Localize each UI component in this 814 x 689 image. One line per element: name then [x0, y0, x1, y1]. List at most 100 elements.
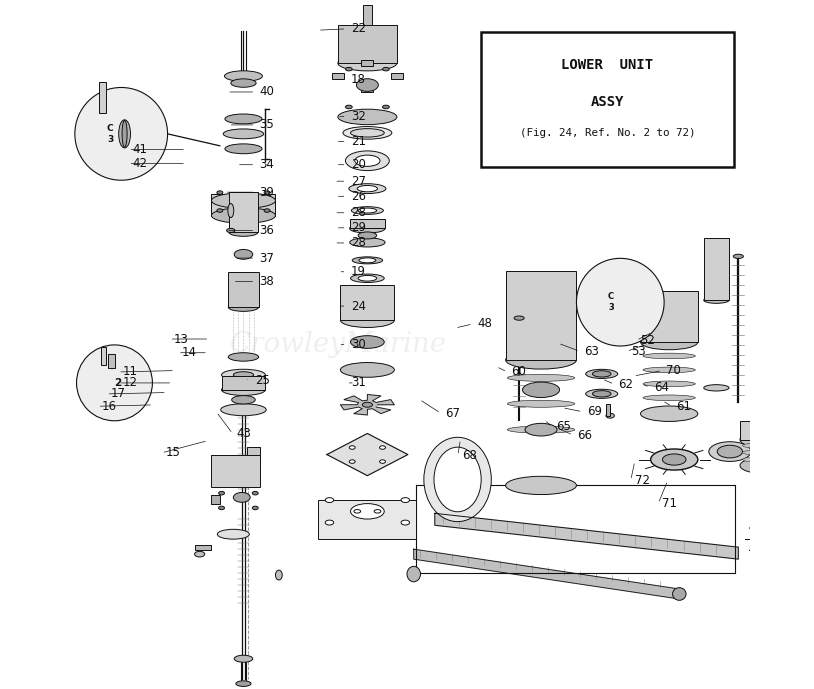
- Ellipse shape: [326, 497, 334, 502]
- Text: 65: 65: [557, 420, 571, 433]
- Ellipse shape: [219, 491, 225, 495]
- Ellipse shape: [122, 121, 127, 147]
- Ellipse shape: [225, 71, 262, 81]
- Text: 52: 52: [641, 334, 655, 347]
- Ellipse shape: [525, 423, 557, 436]
- Text: 35: 35: [260, 119, 274, 132]
- Text: 31: 31: [351, 376, 365, 389]
- Ellipse shape: [338, 109, 397, 125]
- Ellipse shape: [352, 293, 383, 300]
- Ellipse shape: [742, 450, 781, 455]
- Ellipse shape: [593, 371, 611, 377]
- Bar: [363, 5, 372, 29]
- Ellipse shape: [349, 446, 355, 449]
- Ellipse shape: [505, 351, 576, 369]
- Ellipse shape: [704, 384, 729, 391]
- Ellipse shape: [351, 336, 384, 349]
- Text: C
3: C 3: [107, 124, 114, 143]
- Ellipse shape: [252, 491, 258, 495]
- Ellipse shape: [221, 404, 266, 415]
- Text: 22: 22: [351, 22, 365, 35]
- Ellipse shape: [234, 493, 250, 502]
- Text: 18: 18: [351, 73, 365, 86]
- Ellipse shape: [221, 369, 265, 380]
- Ellipse shape: [345, 105, 352, 109]
- Text: 72: 72: [635, 474, 650, 487]
- Ellipse shape: [514, 316, 524, 320]
- Text: 48: 48: [477, 318, 492, 331]
- Ellipse shape: [338, 55, 397, 71]
- Polygon shape: [414, 549, 680, 599]
- Text: 53: 53: [631, 345, 646, 358]
- Ellipse shape: [212, 208, 275, 223]
- Bar: [481, 32, 733, 167]
- Ellipse shape: [231, 79, 256, 88]
- Text: 69: 69: [587, 405, 602, 418]
- Text: 21: 21: [351, 135, 365, 148]
- Text: 26: 26: [351, 189, 365, 203]
- Bar: [221, 376, 265, 390]
- Ellipse shape: [212, 193, 275, 208]
- Ellipse shape: [225, 144, 262, 154]
- Text: 13: 13: [173, 333, 189, 345]
- Ellipse shape: [523, 382, 559, 398]
- Ellipse shape: [355, 155, 380, 166]
- Ellipse shape: [641, 334, 698, 350]
- Ellipse shape: [264, 209, 270, 212]
- Ellipse shape: [247, 457, 256, 462]
- Ellipse shape: [345, 68, 352, 71]
- Ellipse shape: [704, 297, 729, 303]
- Ellipse shape: [225, 114, 262, 124]
- Ellipse shape: [768, 533, 786, 546]
- Bar: [229, 192, 258, 232]
- Text: 17: 17: [111, 387, 125, 400]
- Text: C
3: C 3: [608, 292, 614, 312]
- Circle shape: [77, 345, 152, 421]
- Circle shape: [576, 258, 664, 346]
- Ellipse shape: [228, 303, 259, 311]
- Ellipse shape: [401, 497, 409, 502]
- Ellipse shape: [740, 432, 784, 447]
- Ellipse shape: [234, 655, 252, 662]
- Text: 25: 25: [255, 373, 269, 387]
- Ellipse shape: [228, 203, 234, 218]
- Text: 61: 61: [676, 400, 691, 413]
- Ellipse shape: [650, 449, 698, 470]
- Ellipse shape: [229, 287, 258, 294]
- Ellipse shape: [742, 443, 781, 449]
- Ellipse shape: [217, 529, 249, 539]
- Ellipse shape: [234, 372, 254, 378]
- Text: 60: 60: [511, 365, 526, 378]
- Ellipse shape: [358, 208, 377, 213]
- Text: 71: 71: [663, 497, 677, 510]
- Ellipse shape: [507, 426, 575, 433]
- Ellipse shape: [252, 506, 258, 510]
- Ellipse shape: [340, 313, 394, 327]
- Ellipse shape: [350, 238, 385, 247]
- Ellipse shape: [359, 258, 376, 263]
- Ellipse shape: [359, 294, 376, 298]
- Ellipse shape: [226, 228, 235, 233]
- Ellipse shape: [345, 151, 389, 171]
- Text: 68: 68: [462, 449, 477, 462]
- Text: 15: 15: [165, 446, 181, 460]
- Text: 70: 70: [667, 364, 681, 377]
- Text: 12: 12: [122, 376, 138, 389]
- Ellipse shape: [379, 460, 386, 463]
- Ellipse shape: [119, 120, 130, 148]
- Circle shape: [75, 88, 168, 181]
- Ellipse shape: [217, 191, 223, 194]
- Bar: [350, 218, 385, 229]
- Ellipse shape: [374, 510, 381, 513]
- Ellipse shape: [606, 413, 615, 418]
- Bar: [99, 82, 106, 113]
- Ellipse shape: [383, 105, 389, 109]
- Ellipse shape: [264, 191, 270, 194]
- Text: 20: 20: [351, 158, 365, 171]
- Ellipse shape: [672, 588, 686, 600]
- Bar: [704, 238, 729, 300]
- Text: 63: 63: [584, 345, 599, 358]
- Ellipse shape: [755, 525, 799, 553]
- Ellipse shape: [505, 476, 576, 495]
- Bar: [391, 73, 403, 79]
